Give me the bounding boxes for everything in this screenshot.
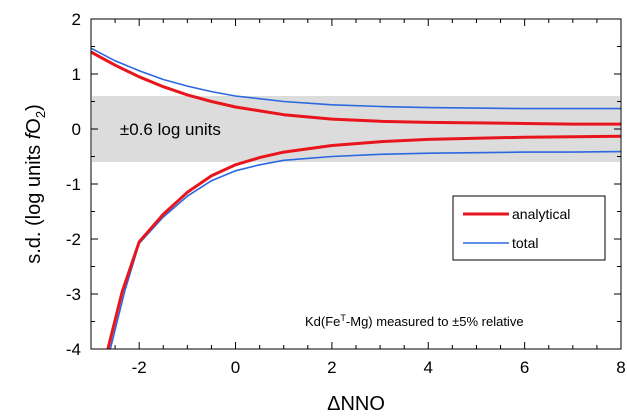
band-label: ±0.6 log units bbox=[120, 120, 221, 139]
legend-box bbox=[452, 195, 606, 261]
x-tick-label: -2 bbox=[132, 358, 147, 377]
y-tick-label: 1 bbox=[72, 65, 81, 84]
band-layer: ±0.6 log units bbox=[92, 96, 620, 162]
annotation-text: Kd(FeT-Mg) measured to ±5% relative bbox=[305, 313, 524, 329]
x-axis-label: ΔNNO bbox=[327, 393, 385, 415]
x-tick-label: 2 bbox=[327, 358, 336, 377]
series-layer bbox=[90, 47, 622, 350]
series-line-analytical-upper bbox=[90, 50, 621, 126]
x-tick-label: 8 bbox=[616, 358, 625, 377]
x-tick-label: 4 bbox=[424, 358, 433, 377]
x-tick-label: 0 bbox=[231, 358, 240, 377]
shaded-band bbox=[92, 96, 620, 162]
y-tick-label: -2 bbox=[66, 230, 81, 249]
legend-label-analytical: analytical bbox=[512, 206, 570, 222]
y-tick-label: -1 bbox=[66, 175, 81, 194]
legend-label-total: total bbox=[512, 235, 538, 251]
plot-frame bbox=[90, 18, 622, 350]
y-tick-label: -3 bbox=[66, 285, 81, 304]
series-line-total-upper bbox=[90, 47, 621, 110]
y-axis-label: s.d. (log units fO2) bbox=[23, 104, 48, 264]
y-tick-label: -4 bbox=[66, 340, 81, 359]
series-line-analytical-lower bbox=[106, 134, 622, 350]
y-tick-label: 0 bbox=[72, 120, 81, 139]
legend: analytical total bbox=[452, 195, 606, 261]
y-tick-label: 2 bbox=[72, 10, 81, 29]
x-tick-label: 6 bbox=[520, 358, 529, 377]
